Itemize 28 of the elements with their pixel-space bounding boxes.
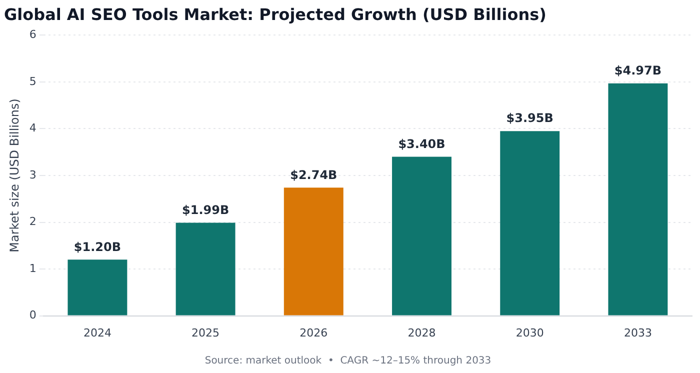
bar	[68, 260, 128, 316]
data-label: $3.40B	[398, 136, 446, 151]
y-tick-label: 1	[29, 262, 36, 275]
source-note: Source: market outlook • CAGR ~12–15% through 2033	[204, 356, 492, 367]
y-tick-label: 3	[29, 168, 36, 182]
bar	[392, 156, 452, 316]
data-label: $2.74B	[290, 168, 338, 182]
y-tick-label: 2	[29, 215, 36, 228]
bar	[284, 188, 344, 316]
data-label: $3.95B	[506, 111, 554, 126]
y-axis-title: Market size (USD Billions)	[7, 98, 22, 252]
x-tick-label: 2026	[300, 326, 328, 340]
x-tick-label: 2028	[408, 326, 436, 340]
x-tick-label: 2030	[516, 326, 544, 340]
x-tick-label: 2024	[83, 326, 112, 340]
y-tick-label: 0	[29, 308, 36, 322]
x-tick-label: 2033	[624, 326, 652, 340]
data-label: $1.20B	[74, 240, 122, 254]
bar	[176, 222, 236, 316]
y-tick-label: 4	[29, 122, 36, 135]
chart-title: Global AI SEO Tools Market: Projected Growth (USD Billions)	[4, 4, 546, 24]
bar	[500, 131, 560, 316]
x-tick-label: 2025	[192, 326, 220, 340]
data-label: $4.97B	[614, 63, 662, 78]
y-tick-label: 6	[29, 28, 36, 42]
y-tick-label: 5	[29, 74, 36, 88]
bar	[608, 83, 668, 316]
data-label: $1.99B	[182, 202, 230, 217]
